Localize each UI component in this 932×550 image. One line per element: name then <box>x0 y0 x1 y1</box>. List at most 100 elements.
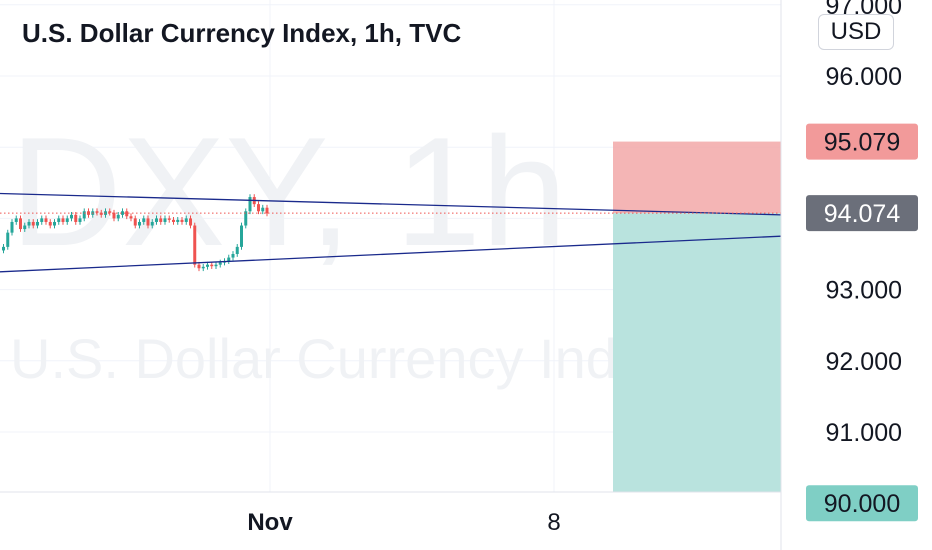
candle-body <box>218 262 222 265</box>
candle <box>116 211 120 222</box>
candle <box>48 219 52 229</box>
candle <box>129 213 133 222</box>
candle-body <box>74 214 78 222</box>
candle-body <box>121 211 124 215</box>
candle-body <box>31 221 35 226</box>
candle <box>78 215 82 225</box>
candle-body <box>180 219 184 222</box>
candle-body <box>248 197 252 212</box>
candle-body <box>36 221 39 226</box>
candle-body <box>210 264 214 267</box>
candle <box>159 215 163 225</box>
candle <box>108 208 112 216</box>
upper-trendline[interactable] <box>0 192 782 216</box>
price-tag-label: 90.000 <box>824 490 900 518</box>
watermark: DXY, 1h U.S. Dollar Currency Index <box>10 105 676 390</box>
candle <box>235 244 239 257</box>
price-tag-box <box>806 485 918 522</box>
price-tags: 95.079 94.074 90.000 <box>806 123 918 522</box>
candle <box>261 204 265 215</box>
candle <box>172 216 175 225</box>
candle-body <box>70 214 73 219</box>
candle <box>14 215 18 225</box>
candle <box>125 208 129 220</box>
x-tick-label: 8 <box>547 509 560 536</box>
candle-body <box>184 218 188 222</box>
candle <box>265 204 269 217</box>
price-tag-stop: 95.079 <box>806 123 918 160</box>
candle <box>61 215 65 225</box>
candle <box>40 215 44 225</box>
candle <box>155 215 158 225</box>
candle <box>112 209 116 222</box>
candle <box>36 219 39 229</box>
candle-body <box>150 221 154 226</box>
candle <box>82 208 86 222</box>
candle-body <box>244 211 248 226</box>
candle <box>206 261 209 270</box>
candle-body <box>108 211 112 213</box>
candle-body <box>138 221 141 226</box>
candle <box>23 222 27 232</box>
candle <box>146 215 150 229</box>
candle <box>65 215 69 225</box>
candle-body <box>112 212 116 219</box>
candle-body <box>116 214 120 219</box>
candle <box>70 211 73 222</box>
candle-body <box>65 218 69 222</box>
candle-body <box>78 218 82 222</box>
candle <box>167 215 171 223</box>
candle-body <box>14 218 18 222</box>
candle-body <box>155 218 158 222</box>
price-tag-target: 90.000 <box>806 485 918 522</box>
candle-body <box>23 225 27 230</box>
currency-button[interactable]: USD <box>818 14 894 50</box>
candle-body <box>44 218 48 222</box>
candle <box>184 215 188 225</box>
candle-body <box>2 246 5 251</box>
x-tick-label: Nov <box>247 509 293 536</box>
candle-body <box>197 264 201 269</box>
candle <box>2 244 5 254</box>
candle-body <box>206 264 209 267</box>
candle <box>240 222 243 250</box>
price-tag-box <box>806 123 918 160</box>
price-tag-box <box>806 195 918 232</box>
candle <box>121 208 124 218</box>
candle-body <box>167 218 171 220</box>
candle-body <box>227 257 231 262</box>
candle <box>163 215 167 225</box>
watermark-symbol: DXY, 1h <box>10 105 567 278</box>
candle <box>193 222 197 268</box>
candle-body <box>201 266 205 269</box>
candle-body <box>235 246 239 254</box>
candle <box>176 216 180 225</box>
lower-trendline[interactable] <box>0 235 782 273</box>
candle-body <box>176 219 180 222</box>
candle-body <box>261 207 265 212</box>
candle-body <box>125 211 129 217</box>
y-tick-label: 91.000 <box>826 419 902 447</box>
candle <box>27 219 31 229</box>
candle-body <box>265 207 269 214</box>
candle <box>142 215 146 225</box>
candles <box>2 194 269 272</box>
take-profit-zone[interactable] <box>613 213 781 492</box>
price-tag-label: 94.074 <box>824 200 901 228</box>
candle <box>150 219 154 229</box>
candle-body <box>159 218 163 222</box>
candle-body <box>231 254 235 258</box>
y-tick-label: 92.000 <box>826 348 902 376</box>
price-tag-last: 94.074 <box>806 195 918 232</box>
candle <box>210 261 214 269</box>
candle-body <box>240 225 243 247</box>
candle <box>227 254 231 264</box>
candle <box>180 216 184 225</box>
candle <box>53 219 56 229</box>
candle <box>189 215 192 229</box>
candle <box>6 229 10 250</box>
candle <box>201 263 205 272</box>
candle-body <box>133 218 137 226</box>
watermark-name: U.S. Dollar Currency Index <box>10 327 676 390</box>
stop-loss-zone[interactable] <box>613 141 781 214</box>
